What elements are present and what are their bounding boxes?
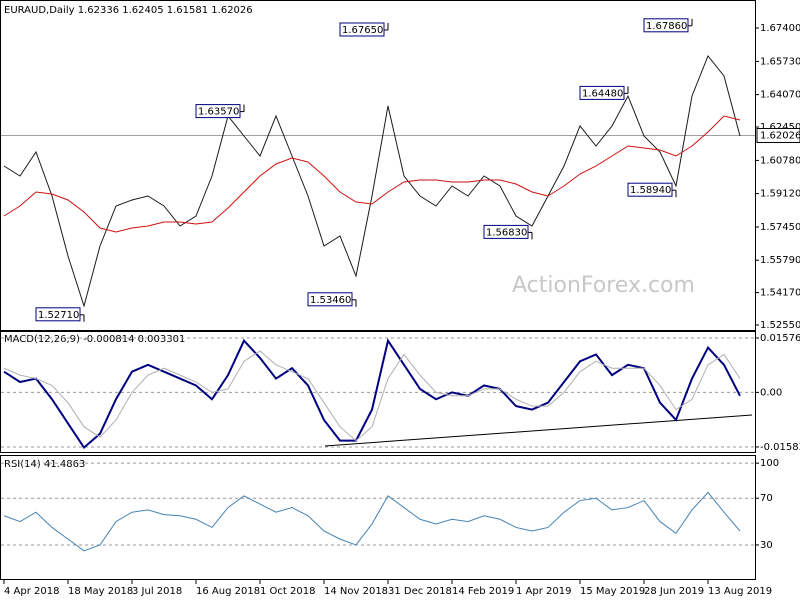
- y-tick-label: -0.015834: [760, 442, 800, 453]
- x-tick-label: 1 Apr 2019: [516, 586, 571, 597]
- annotation-box: [35, 307, 81, 322]
- annotation-box: [195, 104, 241, 119]
- series-line: [3, 350, 741, 442]
- last-price-box: [756, 127, 800, 143]
- macd-title: MACD(12,26,9) -0.000814 0.003301: [4, 334, 185, 345]
- annotation-label: 1.67860: [646, 21, 687, 32]
- y-tick-label: 1.64070: [760, 90, 800, 101]
- annotation-label: 1.56830: [486, 227, 527, 238]
- y-tick-label: 70: [760, 493, 773, 504]
- x-tick-label: 16 Aug 2018: [196, 586, 260, 597]
- x-tick-label: 1 Oct 2018: [260, 586, 315, 597]
- annotation-box: [579, 85, 625, 100]
- y-tick-label: 1.57450: [760, 222, 800, 233]
- y-tick-label: 100: [760, 458, 779, 469]
- rsi-title: RSI(14) 41.4863: [4, 459, 85, 470]
- annotation-box: [307, 292, 353, 307]
- y-tick-label: 1.60780: [760, 155, 800, 166]
- annotation-label: 1.52710: [38, 310, 79, 321]
- annotation-label: 1.63570: [198, 107, 239, 118]
- annotation-box: [483, 224, 529, 239]
- annotation-box: [643, 18, 689, 33]
- x-tick-label: 15 May 2019: [580, 586, 645, 597]
- y-tick-label: 1.54170: [760, 288, 800, 299]
- y-tick-label: 1.52550: [760, 320, 800, 331]
- series-line: [3, 55, 741, 308]
- annotation-label: 1.53460: [310, 295, 351, 306]
- annotation-box: [627, 182, 673, 197]
- y-tick-label: 1.67400: [760, 23, 800, 34]
- x-tick-label: 13 Aug 2019: [708, 586, 772, 597]
- x-tick-label: 18 May 2018: [68, 586, 133, 597]
- annotation-label: 1.64480: [582, 88, 623, 99]
- x-tick-label: 14 Feb 2019: [452, 586, 514, 597]
- y-tick-label: 1.55790: [760, 255, 800, 266]
- annotation-label: 1.58940: [630, 185, 671, 196]
- annotation-label: 1.67650: [342, 25, 383, 36]
- series-line: [3, 491, 741, 552]
- y-tick-label: 1.65730: [760, 56, 800, 67]
- series-line: [3, 338, 741, 450]
- series-line: [3, 115, 741, 233]
- macd-panel: [0, 331, 756, 453]
- x-tick-label: 31 Dec 2018: [388, 586, 452, 597]
- rsi-panel: [0, 455, 756, 580]
- x-tick-label: 28 Jun 2019: [644, 586, 704, 597]
- x-tick-label: 14 Nov 2018: [324, 586, 388, 597]
- price-title: EURAUD,Daily 1.62336 1.62405 1.61581 1.6…: [4, 5, 253, 16]
- last-price-label: 1.62026: [760, 130, 800, 141]
- x-tick-label: 4 Apr 2018: [4, 586, 59, 597]
- annotation-box: [339, 22, 385, 37]
- y-tick-label: 0.00: [760, 387, 782, 398]
- y-tick-label: 30: [760, 540, 773, 551]
- x-tick-label: 3 Jul 2018: [132, 586, 182, 597]
- y-tick-label: 1.59120: [760, 189, 800, 200]
- trend-line: [324, 414, 753, 447]
- y-tick-label: 0.015762: [760, 333, 800, 344]
- price-panel: [0, 0, 756, 331]
- y-tick-label: 1.62450: [760, 122, 800, 133]
- watermark: ActionForex.com: [512, 273, 695, 298]
